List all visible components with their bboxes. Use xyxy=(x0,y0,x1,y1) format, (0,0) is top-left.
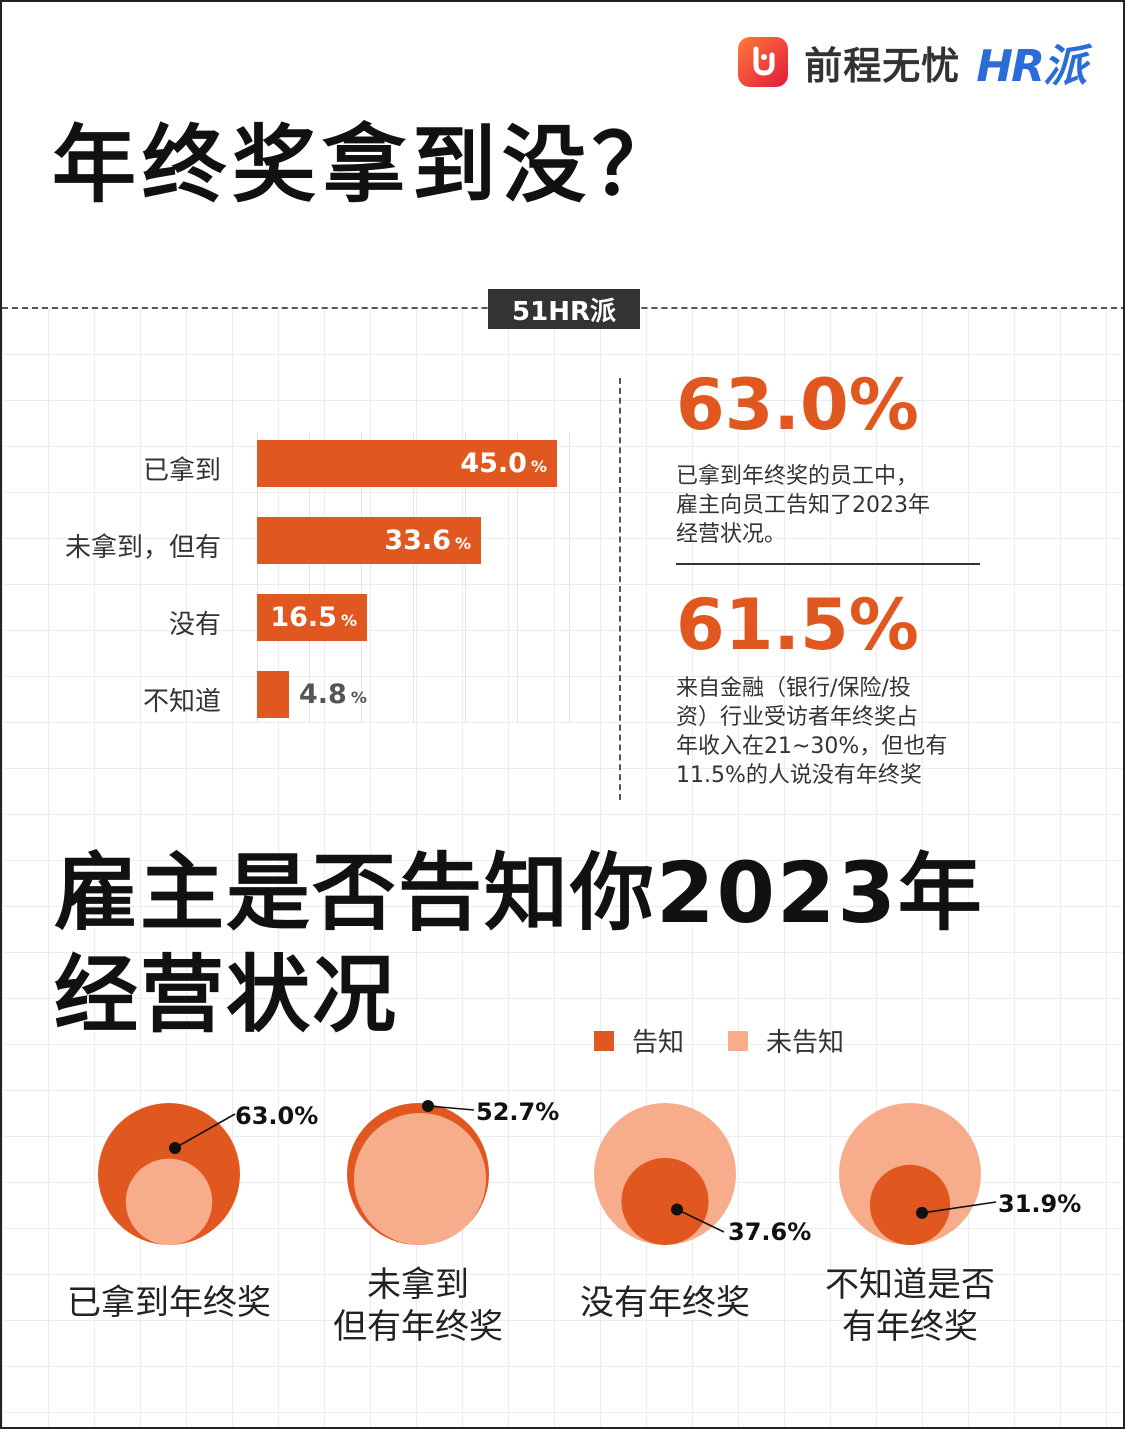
stat-separator xyxy=(676,563,980,565)
circle-category-label: 未拿到 但有年终奖 xyxy=(333,1265,503,1347)
stat-desc-1: 已拿到年终奖的员工中， 雇主向员工告知了2023年 经营状况。 xyxy=(676,464,930,547)
bar-category-label: 没有 xyxy=(168,610,221,640)
legend-item-informed: 告知 xyxy=(594,1022,684,1059)
bar-gridline xyxy=(257,432,258,722)
legend-swatch-not-informed xyxy=(728,1030,749,1051)
circle-data-label: 31.9% xyxy=(998,1190,1081,1218)
circle-category-label: 没有年终奖 xyxy=(580,1283,750,1323)
circle-inner xyxy=(353,1112,487,1246)
bar-category-label: 不知道 xyxy=(142,687,221,717)
legend: 告知 未告知 xyxy=(594,1022,888,1059)
circle-data-label: 63.0% xyxy=(235,1102,318,1130)
circle-inner xyxy=(621,1157,709,1245)
circle-category-label: 不知道是否 有年终奖 xyxy=(825,1265,995,1347)
vertical-divider xyxy=(619,378,621,800)
bar-gridline xyxy=(569,432,570,722)
bar-category-label: 已拿到 xyxy=(142,456,221,486)
brand-logos: 前程无忧 HR派 xyxy=(738,30,1087,94)
bar-value-label: 33.6% xyxy=(384,525,471,556)
circle-data-label: 52.7% xyxy=(476,1098,559,1126)
leader-line xyxy=(676,1208,725,1233)
leader-line xyxy=(174,1113,236,1149)
bar xyxy=(257,671,289,718)
bar-gridline xyxy=(413,432,414,722)
bar-value-label: 16.5% xyxy=(270,602,357,633)
hr-brand-logo: HR派 xyxy=(976,41,1087,92)
stat-desc-2: 来自金融（银行/保险/投 资）行业受访者年终奖占 年收入在21~30%，但也有 … xyxy=(676,676,948,788)
page-title: 年终奖拿到没？ xyxy=(52,116,683,214)
circle-data-label: 37.6% xyxy=(728,1218,811,1246)
bar xyxy=(257,594,367,641)
bar-gridline xyxy=(517,432,518,722)
qiancheng-app-icon xyxy=(738,37,789,87)
bar-gridline xyxy=(309,432,310,722)
leader-line xyxy=(427,1105,475,1111)
brand-name: 前程无忧 xyxy=(804,43,961,88)
circle-inner xyxy=(869,1164,951,1245)
stat-value-2: 61.5% xyxy=(676,584,919,666)
leader-line xyxy=(921,1201,997,1214)
bar-value-label: 45.0% xyxy=(460,448,547,479)
section-tag: 51HR派 xyxy=(488,289,640,329)
circle-inner xyxy=(125,1158,213,1245)
circle-category-label: 已拿到年终奖 xyxy=(67,1283,271,1323)
leader-dot xyxy=(916,1206,928,1219)
bar xyxy=(257,440,557,487)
stat-value-1: 63.0% xyxy=(676,364,919,446)
bar-gridline xyxy=(361,432,362,722)
circle-chart: 63.0% 52.7% 37.6% 31.9% xyxy=(98,1098,1081,1246)
bar xyxy=(257,517,481,564)
bar-category-label: 未拿到，但有 xyxy=(64,533,221,563)
section2-title: 雇主是否告知你2023年 经营状况 xyxy=(54,844,984,1044)
legend-swatch-informed xyxy=(594,1030,614,1051)
bar-value-label: 4.8% xyxy=(299,679,367,710)
legend-item-not-informed: 未告知 xyxy=(728,1022,844,1059)
bar-gridline xyxy=(465,432,466,722)
